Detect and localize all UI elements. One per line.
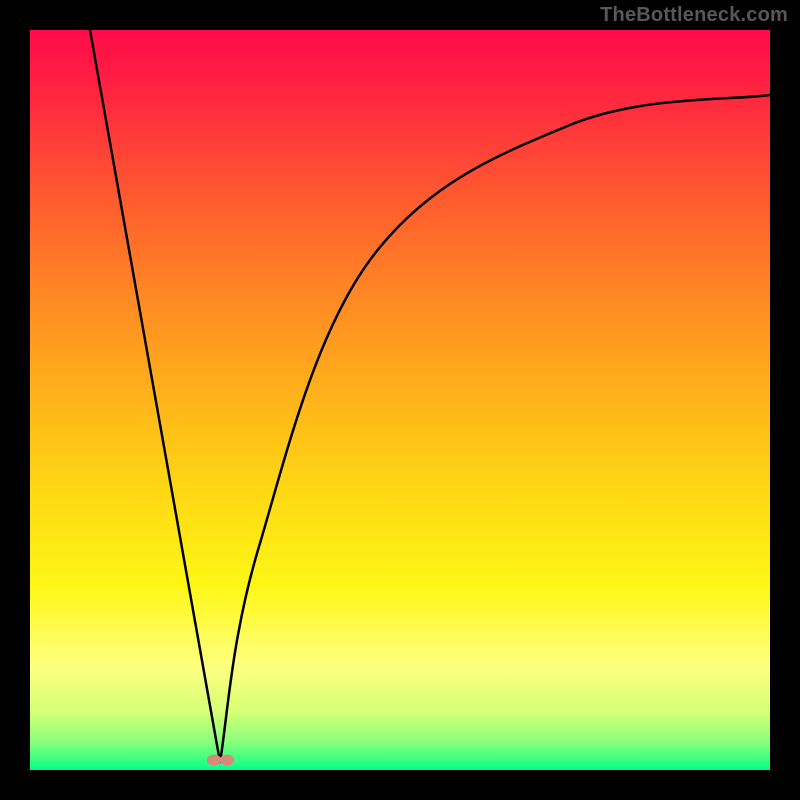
figure-frame: TheBottleneck.com: [0, 0, 800, 800]
plot-svg: [30, 30, 770, 770]
optimum-dot: [207, 755, 221, 766]
gradient-background: [30, 30, 770, 770]
watermark-text: TheBottleneck.com: [600, 4, 788, 27]
plot-area: [30, 30, 770, 770]
optimum-dot: [220, 755, 234, 766]
